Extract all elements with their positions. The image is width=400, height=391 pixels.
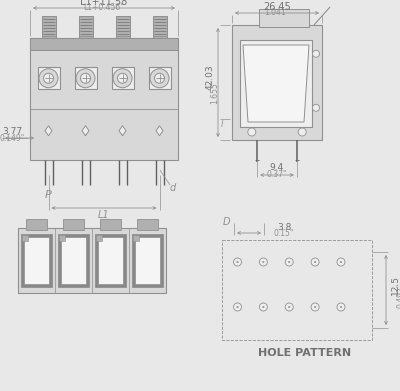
Polygon shape [82,126,89,136]
Bar [59,235,65,241]
Bar [22,235,28,241]
Bar [30,38,178,50]
Bar [152,16,166,38]
Text: 1.655": 1.655" [210,79,220,104]
Circle shape [118,73,128,83]
Circle shape [150,69,169,88]
Circle shape [311,258,319,266]
Circle shape [234,258,242,266]
Bar [135,237,160,284]
Circle shape [248,128,256,136]
Circle shape [80,73,90,83]
Circle shape [262,306,264,308]
Circle shape [314,306,316,308]
Circle shape [337,258,345,266]
Circle shape [288,261,290,263]
Text: 26.45: 26.45 [263,2,291,12]
Bar [152,36,166,40]
Text: d: d [170,183,176,193]
Bar [74,67,96,89]
Bar [148,67,170,89]
Bar [259,9,308,27]
Bar [232,25,322,140]
Text: P: P [45,190,52,200]
Text: 0.15": 0.15" [274,229,294,238]
Text: L1: L1 [98,210,110,220]
Circle shape [285,303,293,311]
Bar [18,228,166,293]
Circle shape [285,258,293,266]
Bar [240,40,312,127]
Polygon shape [156,126,163,136]
Text: 0.37": 0.37" [267,170,287,179]
Bar [24,237,49,284]
Bar [116,36,130,40]
Circle shape [312,50,320,57]
Bar [42,16,56,38]
Polygon shape [45,126,52,136]
Text: 9.4: 9.4 [270,163,284,172]
Circle shape [76,69,95,88]
Circle shape [314,261,316,263]
Bar [26,219,47,230]
Text: 1.041": 1.041" [264,8,290,17]
Text: D: D [222,217,230,227]
Text: 42.03: 42.03 [206,64,214,90]
Bar [30,38,178,160]
Bar [137,219,158,230]
Bar [98,237,123,284]
Circle shape [237,306,238,308]
Text: l: l [221,120,223,129]
Text: 3.8: 3.8 [277,222,291,231]
Text: 12.5: 12.5 [390,275,400,295]
Text: L1+11.58: L1+11.58 [80,0,128,7]
Bar [78,36,92,40]
Bar [38,67,60,89]
Text: L1+0.456": L1+0.456" [84,3,124,12]
Circle shape [154,73,164,83]
Bar [133,235,139,241]
Bar [116,16,130,38]
Bar [63,219,84,230]
Circle shape [262,261,264,263]
Circle shape [259,258,267,266]
Text: HOLE PATTERN: HOLE PATTERN [258,348,352,358]
Bar [100,219,121,230]
Polygon shape [243,45,309,122]
Bar [21,234,52,287]
Polygon shape [119,126,126,136]
Bar [112,67,134,89]
Bar [78,16,92,38]
Bar [61,237,86,284]
Text: 0.492": 0.492" [396,282,400,308]
Circle shape [340,306,342,308]
Circle shape [311,303,319,311]
Circle shape [340,261,342,263]
Circle shape [337,303,345,311]
Circle shape [44,73,54,83]
Bar [222,240,372,340]
Bar [58,234,89,287]
Circle shape [237,261,238,263]
Circle shape [288,306,290,308]
Circle shape [259,303,267,311]
Text: 3.77: 3.77 [2,127,22,136]
Circle shape [298,128,306,136]
Circle shape [39,69,58,88]
Circle shape [312,104,320,111]
Circle shape [113,69,132,88]
Bar [42,36,56,40]
Bar [96,235,102,241]
Text: 0.149": 0.149" [0,134,25,143]
Bar [132,234,163,287]
Bar [95,234,126,287]
Circle shape [234,303,242,311]
